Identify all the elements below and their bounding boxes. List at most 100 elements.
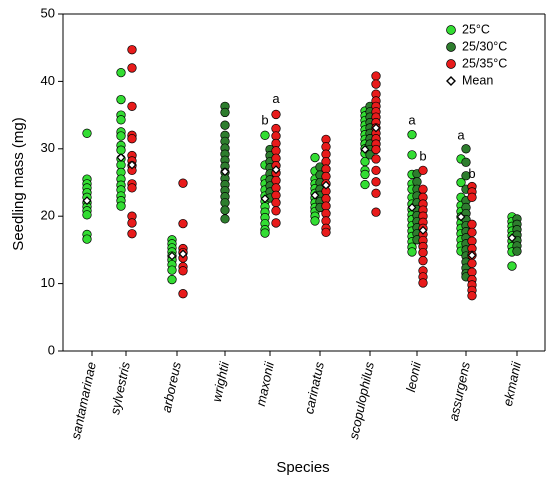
y-tick-label: 20 <box>41 208 55 223</box>
x-tick-label-assurgens: assurgens <box>446 360 473 422</box>
data-point <box>116 94 126 105</box>
legend-label: 25/30°C <box>462 39 507 53</box>
significance-letter: b <box>468 166 475 181</box>
data-point <box>407 150 417 160</box>
legend-marker <box>446 25 456 35</box>
data-point <box>310 152 320 163</box>
x-tick-label-ekmanii: ekmanii <box>500 359 524 407</box>
data-point <box>116 201 126 211</box>
mean-marker <box>418 225 428 235</box>
y-tick-label: 50 <box>41 5 55 20</box>
data-point <box>418 256 428 266</box>
data-point <box>271 109 281 120</box>
data-point <box>178 289 188 299</box>
data-point <box>116 67 126 78</box>
mean-marker <box>310 190 320 200</box>
data-point <box>371 207 381 217</box>
mean-marker <box>407 202 417 212</box>
data-point <box>407 129 417 140</box>
data-point <box>116 131 126 141</box>
data-point <box>461 144 471 154</box>
mean-marker <box>82 196 92 206</box>
x-tick-label-sylvestris: sylvestris <box>107 360 133 416</box>
mean-marker <box>116 153 126 163</box>
legend-marker <box>446 59 456 69</box>
x-tick-label-scopulophilus: scopulophilus <box>346 360 377 441</box>
legend: 25°C 25/30°C 25/35°C Mean <box>446 22 507 87</box>
data-point <box>418 247 428 258</box>
mean-marker <box>178 249 188 259</box>
data-point <box>461 157 471 167</box>
data-point <box>167 274 177 285</box>
data-point <box>371 165 381 176</box>
data-point <box>82 128 92 138</box>
legend-label: Mean <box>462 73 493 87</box>
mean-marker <box>321 180 331 190</box>
data-point <box>418 278 428 288</box>
data-point <box>407 247 417 257</box>
data-point <box>371 177 381 187</box>
data-point <box>467 258 477 269</box>
significance-letter: a <box>408 113 416 128</box>
data-point <box>371 154 381 164</box>
mean-marker <box>260 194 270 204</box>
data-point <box>127 63 137 73</box>
mean-marker <box>371 123 381 133</box>
data-point <box>127 218 137 228</box>
data-point <box>271 218 281 228</box>
data-point <box>371 79 381 89</box>
x-tick-label-carinatus: carinatus <box>301 360 327 415</box>
data-point <box>127 45 137 55</box>
mean-marker <box>467 250 477 260</box>
data-point <box>321 227 331 238</box>
data-point <box>127 134 137 144</box>
x-tick-label-santamarinae: santamarinae <box>68 361 99 441</box>
data-point <box>127 183 137 193</box>
data-point <box>260 130 270 140</box>
data-point <box>467 192 477 202</box>
legend-marker-mean <box>446 76 456 86</box>
legend-label: 25/35°C <box>462 56 507 70</box>
data-point <box>310 216 320 226</box>
data-point <box>82 234 92 244</box>
data-point <box>167 265 177 275</box>
data-point <box>456 177 466 188</box>
y-tick-label: 10 <box>41 275 55 290</box>
y-tick-label: 40 <box>41 73 55 88</box>
data-point <box>371 71 381 81</box>
mean-marker <box>456 212 466 222</box>
mean-marker <box>127 160 137 170</box>
data-point <box>512 246 522 256</box>
data-point <box>178 218 188 229</box>
significance-letter: a <box>457 127 465 142</box>
significance-letter: b <box>261 113 268 128</box>
data-point <box>360 179 370 190</box>
data-point <box>507 261 517 271</box>
mean-marker <box>507 233 517 243</box>
data-point <box>418 184 428 194</box>
x-tick-label-arboreus: arboreus <box>159 360 184 414</box>
data-point <box>220 214 230 224</box>
data-point <box>371 144 381 155</box>
data-point <box>461 171 471 181</box>
y-tick-label: 0 <box>48 342 55 357</box>
data-point <box>271 198 281 208</box>
data-point <box>467 291 477 301</box>
mean-markers <box>82 123 517 261</box>
legend-marker <box>446 42 456 52</box>
data-point <box>418 165 428 176</box>
mean-marker <box>167 251 177 261</box>
y-axis-title: Seedling mass (mg) <box>10 117 27 250</box>
mean-marker <box>360 145 370 154</box>
data-point <box>178 178 188 188</box>
data-point <box>467 219 477 229</box>
data-point <box>271 206 281 216</box>
data-point <box>220 120 230 130</box>
data-point <box>116 115 126 125</box>
data-point <box>371 188 381 198</box>
y-tick-label: 30 <box>41 140 55 155</box>
data-point <box>127 229 137 239</box>
mean-marker <box>271 165 281 175</box>
